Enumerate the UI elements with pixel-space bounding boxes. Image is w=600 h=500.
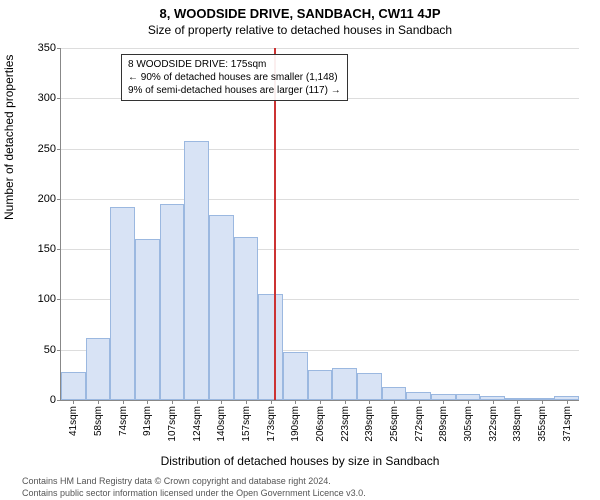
ytick-label: 50 (16, 344, 56, 356)
xtick-label: 157sqm (241, 406, 252, 442)
histogram-bar (86, 338, 111, 400)
histogram-bar (160, 204, 185, 400)
xtick-label: 140sqm (216, 406, 227, 442)
xtick-label: 223sqm (340, 406, 351, 442)
histogram-bar (357, 373, 382, 400)
histogram-bar (135, 239, 160, 400)
ytick-mark (57, 299, 61, 300)
xtick-mark (123, 400, 124, 404)
gridline (61, 48, 579, 49)
info-line-smaller: ← 90% of detached houses are smaller (1,… (128, 71, 341, 84)
gridline (61, 199, 579, 200)
xtick-mark (271, 400, 272, 404)
ytick-mark (57, 199, 61, 200)
ytick-label: 200 (16, 193, 56, 205)
plot-area: 8 WOODSIDE DRIVE: 175sqm← 90% of detache… (60, 48, 579, 401)
footer-copyright: Contains HM Land Registry data © Crown c… (22, 476, 331, 486)
histogram-bar (110, 207, 135, 400)
y-axis-label: Number of detached properties (2, 55, 16, 220)
histogram-bar (234, 237, 259, 400)
ytick-mark (57, 149, 61, 150)
xtick-label: 124sqm (192, 406, 203, 442)
xtick-mark (172, 400, 173, 404)
xtick-label: 91sqm (142, 406, 153, 436)
xtick-label: 190sqm (290, 406, 301, 442)
xtick-label: 371sqm (562, 406, 573, 442)
ytick-label: 0 (16, 394, 56, 406)
xtick-label: 322sqm (488, 406, 499, 442)
xtick-label: 289sqm (438, 406, 449, 442)
xtick-mark (493, 400, 494, 404)
xtick-label: 58sqm (93, 406, 104, 436)
chart-title: 8, WOODSIDE DRIVE, SANDBACH, CW11 4JP (0, 0, 600, 21)
chart-subtitle: Size of property relative to detached ho… (0, 21, 600, 37)
xtick-label: 74sqm (118, 406, 129, 436)
xtick-mark (98, 400, 99, 404)
ytick-label: 150 (16, 243, 56, 255)
xtick-mark (394, 400, 395, 404)
ytick-mark (57, 48, 61, 49)
histogram-bar (308, 370, 333, 400)
xtick-mark (369, 400, 370, 404)
chart-container: 8, WOODSIDE DRIVE, SANDBACH, CW11 4JP Si… (0, 0, 600, 500)
xtick-mark (147, 400, 148, 404)
xtick-label: 272sqm (414, 406, 425, 442)
histogram-bar (406, 392, 431, 400)
xtick-label: 41sqm (68, 406, 79, 436)
xtick-mark (419, 400, 420, 404)
ytick-mark (57, 350, 61, 351)
histogram-bar (258, 294, 283, 400)
gridline (61, 149, 579, 150)
ytick-mark (57, 400, 61, 401)
ytick-label: 100 (16, 293, 56, 305)
xtick-mark (246, 400, 247, 404)
info-line-larger: 9% of semi-detached houses are larger (1… (128, 84, 341, 97)
histogram-bar (382, 387, 407, 400)
ytick-label: 350 (16, 42, 56, 54)
xtick-label: 338sqm (512, 406, 523, 442)
xtick-label: 107sqm (167, 406, 178, 442)
info-line-property: 8 WOODSIDE DRIVE: 175sqm (128, 58, 341, 71)
ytick-mark (57, 98, 61, 99)
xtick-label: 305sqm (463, 406, 474, 442)
xtick-mark (73, 400, 74, 404)
footer-licence: Contains public sector information licen… (22, 488, 366, 498)
xtick-mark (221, 400, 222, 404)
xtick-mark (542, 400, 543, 404)
xtick-mark (345, 400, 346, 404)
info-box: 8 WOODSIDE DRIVE: 175sqm← 90% of detache… (121, 54, 348, 101)
xtick-mark (517, 400, 518, 404)
histogram-bar (209, 215, 234, 400)
xtick-mark (320, 400, 321, 404)
x-axis-label: Distribution of detached houses by size … (0, 454, 600, 468)
xtick-label: 256sqm (389, 406, 400, 442)
ytick-mark (57, 249, 61, 250)
histogram-bar (332, 368, 357, 400)
histogram-bar (61, 372, 86, 400)
xtick-mark (197, 400, 198, 404)
xtick-label: 355sqm (537, 406, 548, 442)
xtick-mark (468, 400, 469, 404)
xtick-mark (567, 400, 568, 404)
xtick-mark (443, 400, 444, 404)
xtick-label: 239sqm (364, 406, 375, 442)
histogram-bar (184, 141, 209, 400)
ytick-label: 250 (16, 143, 56, 155)
ytick-label: 300 (16, 92, 56, 104)
histogram-bar (283, 352, 308, 400)
xtick-mark (295, 400, 296, 404)
xtick-label: 173sqm (266, 406, 277, 442)
xtick-label: 206sqm (315, 406, 326, 442)
